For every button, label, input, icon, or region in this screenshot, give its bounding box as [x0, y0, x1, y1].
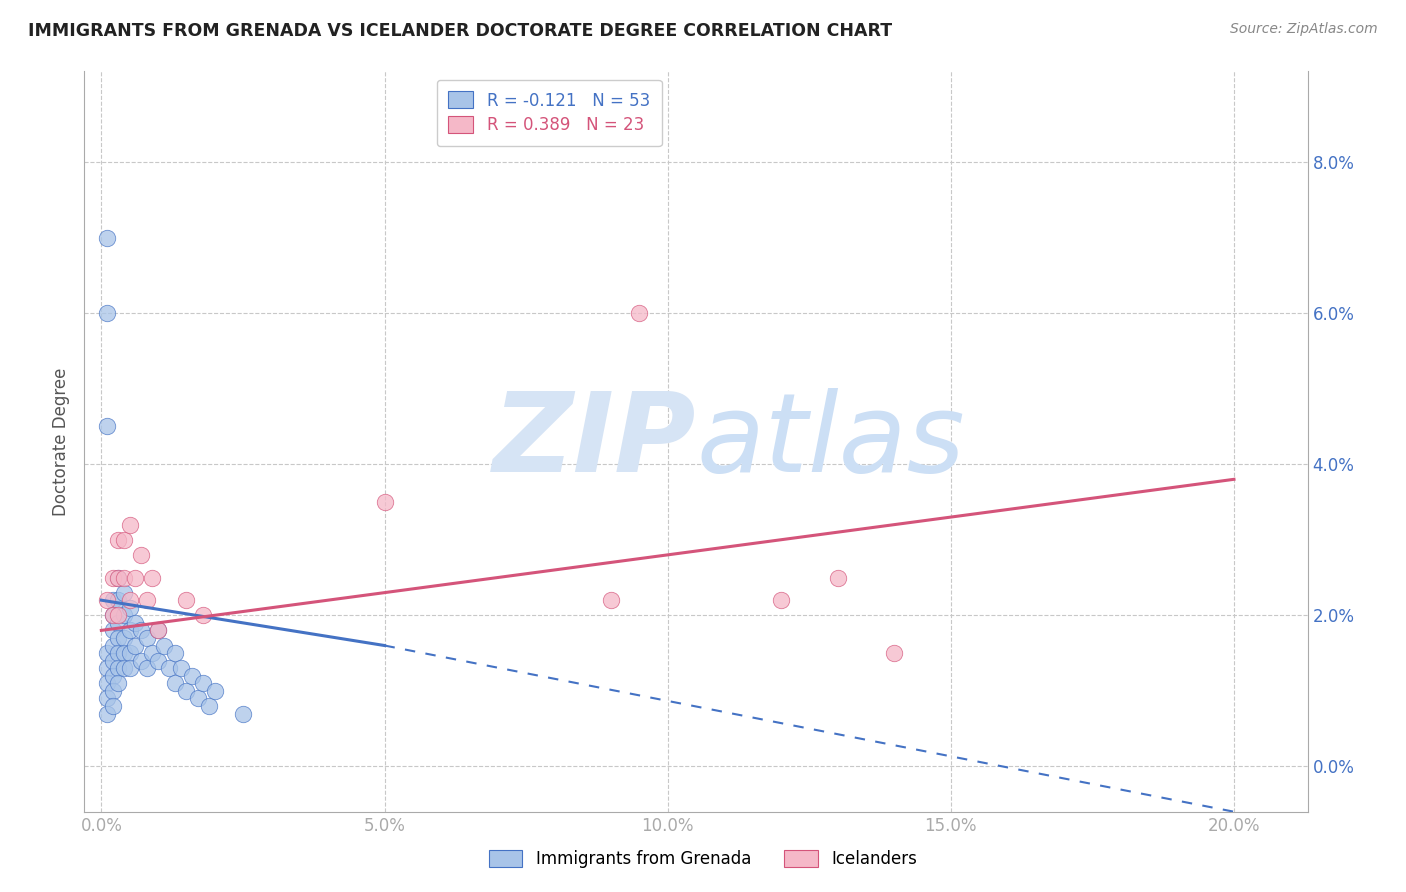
Point: [107, 615, 129, 630]
Point: [883, 646, 905, 660]
Point: [112, 646, 135, 660]
Point: [96, 661, 118, 675]
Point: [112, 533, 135, 547]
Point: [118, 624, 141, 638]
Point: [129, 624, 152, 638]
Point: [96, 593, 118, 607]
Point: [232, 706, 254, 721]
Point: [124, 570, 146, 584]
Point: [373, 495, 395, 509]
Point: [157, 661, 180, 675]
Point: [163, 646, 186, 660]
Point: [129, 654, 152, 668]
Point: [112, 631, 135, 645]
Point: [101, 570, 124, 584]
Point: [107, 676, 129, 690]
Point: [204, 683, 226, 698]
Point: [96, 230, 118, 244]
Legend: R = -0.121   N = 53, R = 0.389   N = 23: R = -0.121 N = 53, R = 0.389 N = 23: [437, 79, 662, 146]
Point: [124, 615, 146, 630]
Point: [141, 570, 163, 584]
Point: [118, 517, 141, 532]
Point: [112, 661, 135, 675]
Point: [107, 646, 129, 660]
Point: [118, 600, 141, 615]
Point: [135, 631, 157, 645]
Point: [96, 646, 118, 660]
Point: [107, 570, 129, 584]
Point: [96, 419, 118, 434]
Point: [193, 676, 215, 690]
Point: [174, 683, 197, 698]
Point: [96, 676, 118, 690]
Point: [101, 683, 124, 698]
Point: [600, 593, 623, 607]
Point: [141, 646, 163, 660]
Point: [769, 593, 792, 607]
Point: [101, 608, 124, 623]
Point: [169, 661, 191, 675]
Point: [628, 306, 651, 320]
Text: Source: ZipAtlas.com: Source: ZipAtlas.com: [1230, 22, 1378, 37]
Point: [96, 691, 118, 706]
Point: [187, 691, 209, 706]
Text: atlas: atlas: [696, 388, 965, 495]
Point: [146, 624, 169, 638]
Point: [129, 548, 152, 562]
Point: [827, 570, 849, 584]
Point: [101, 654, 124, 668]
Point: [118, 646, 141, 660]
Point: [193, 608, 215, 623]
Text: IMMIGRANTS FROM GRENADA VS ICELANDER DOCTORATE DEGREE CORRELATION CHART: IMMIGRANTS FROM GRENADA VS ICELANDER DOC…: [28, 22, 893, 40]
Point: [96, 306, 118, 320]
Point: [107, 608, 129, 623]
Point: [198, 698, 221, 713]
Point: [112, 608, 135, 623]
Y-axis label: Doctorate Degree: Doctorate Degree: [52, 368, 70, 516]
Text: ZIP: ZIP: [492, 388, 696, 495]
Point: [107, 533, 129, 547]
Point: [101, 669, 124, 683]
Legend: Immigrants from Grenada, Icelanders: Immigrants from Grenada, Icelanders: [482, 843, 924, 875]
Point: [107, 570, 129, 584]
Point: [181, 669, 204, 683]
Point: [107, 593, 129, 607]
Point: [112, 570, 135, 584]
Point: [101, 624, 124, 638]
Point: [174, 593, 197, 607]
Point: [146, 654, 169, 668]
Point: [163, 676, 186, 690]
Point: [107, 631, 129, 645]
Point: [152, 639, 174, 653]
Point: [135, 593, 157, 607]
Point: [118, 661, 141, 675]
Point: [96, 706, 118, 721]
Point: [112, 585, 135, 599]
Point: [101, 639, 124, 653]
Point: [146, 624, 169, 638]
Point: [101, 608, 124, 623]
Point: [101, 593, 124, 607]
Point: [135, 661, 157, 675]
Point: [107, 661, 129, 675]
Point: [118, 593, 141, 607]
Point: [101, 698, 124, 713]
Point: [124, 639, 146, 653]
